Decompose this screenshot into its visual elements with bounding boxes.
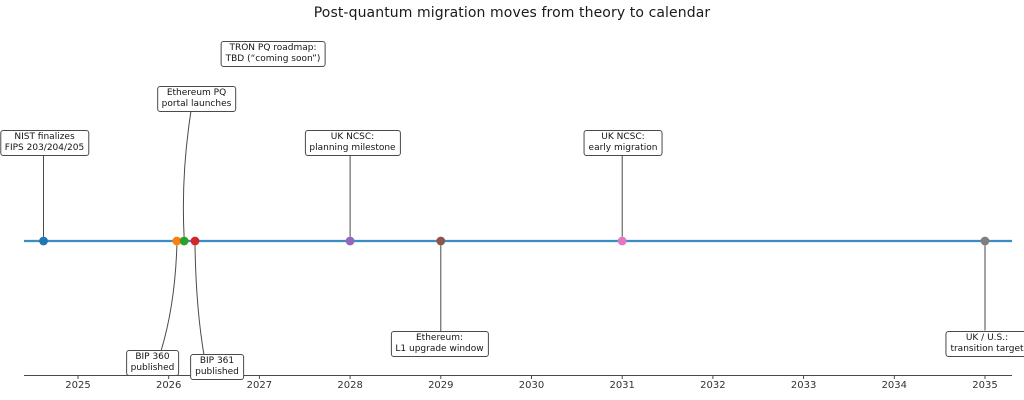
event-label-line: portal launches [161, 99, 232, 109]
event-dot-uk-planning [345, 236, 355, 246]
x-tick-label-2031: 2031 [609, 380, 635, 391]
event-label-line: UK NCSC: [601, 132, 645, 142]
leader-line-eth-portal [182, 110, 192, 237]
event-label-bip-360: BIP 360 published [125, 349, 180, 376]
event-label-line: TRON PQ roadmap: [229, 43, 317, 53]
event-label-eth-portal: Ethereum PQ portal launches [156, 86, 237, 112]
event-label-line: NIST finalizes [14, 131, 75, 142]
event-label-line: transition target [950, 343, 1024, 354]
x-tick-label-2027: 2027 [246, 380, 273, 391]
x-tick-label-2033: 2033 [790, 380, 817, 391]
event-label-line: BIP 361 [199, 355, 235, 366]
event-label-line: BIP 360 [135, 351, 170, 362]
x-tick-label-2032: 2032 [700, 380, 726, 391]
x-tick-label-2028: 2028 [337, 380, 363, 391]
event-dot-bip-360 [172, 236, 182, 246]
event-label-bip-361: BIP 361 published [190, 353, 244, 380]
leader-line-bip-361 [194, 245, 205, 356]
event-label-line: Ethereum: [415, 333, 463, 343]
event-dot-eth-portal [179, 236, 189, 246]
leader-line-bip-360 [160, 245, 178, 352]
event-label-uk-planning: UK NCSC: planning milestone [304, 130, 401, 156]
x-tick-label-2025: 2025 [65, 380, 91, 391]
event-label-line: published [130, 362, 175, 373]
event-label-line: published [195, 366, 239, 377]
x-tick-label-2034: 2034 [881, 380, 908, 391]
event-dot-bip-361 [190, 236, 200, 246]
x-tick-label-2035: 2035 [972, 380, 998, 391]
event-label-ukus-target: UK / U.S.: transition target [945, 330, 1024, 357]
event-label-tron-roadmap: TRON PQ roadmap: TBD (“coming soon”) [220, 41, 326, 67]
x-tick-label-2029: 2029 [428, 380, 454, 391]
event-label-line: Ethereum PQ [166, 88, 227, 98]
event-label-line: early migration [588, 143, 658, 153]
x-tick-label-2030: 2030 [518, 380, 545, 391]
event-dot-ukus-target [980, 236, 990, 246]
event-label-nist-fips: NIST finalizes FIPS 203/204/205 [0, 129, 90, 156]
event-dot-nist-fips [39, 236, 48, 246]
x-tick-label-2026: 2026 [155, 380, 182, 391]
event-label-line: TBD (“coming soon”) [225, 54, 321, 64]
event-label-uk-early: UK NCSC: early migration [583, 130, 663, 156]
event-dot-uk-early [617, 236, 627, 246]
event-label-line: UK NCSC: [330, 132, 375, 142]
chart-title: Post-quantum migration moves from theory… [313, 5, 711, 21]
event-label-line: FIPS 203/204/205 [4, 142, 85, 153]
event-label-line: planning milestone [309, 143, 396, 153]
event-label-line: UK / U.S.: [965, 332, 1009, 343]
event-label-line: L1 upgrade window [395, 344, 484, 354]
event-dot-eth-l1 [436, 236, 446, 246]
event-label-eth-l1: Ethereum: L1 upgrade window [390, 331, 489, 357]
